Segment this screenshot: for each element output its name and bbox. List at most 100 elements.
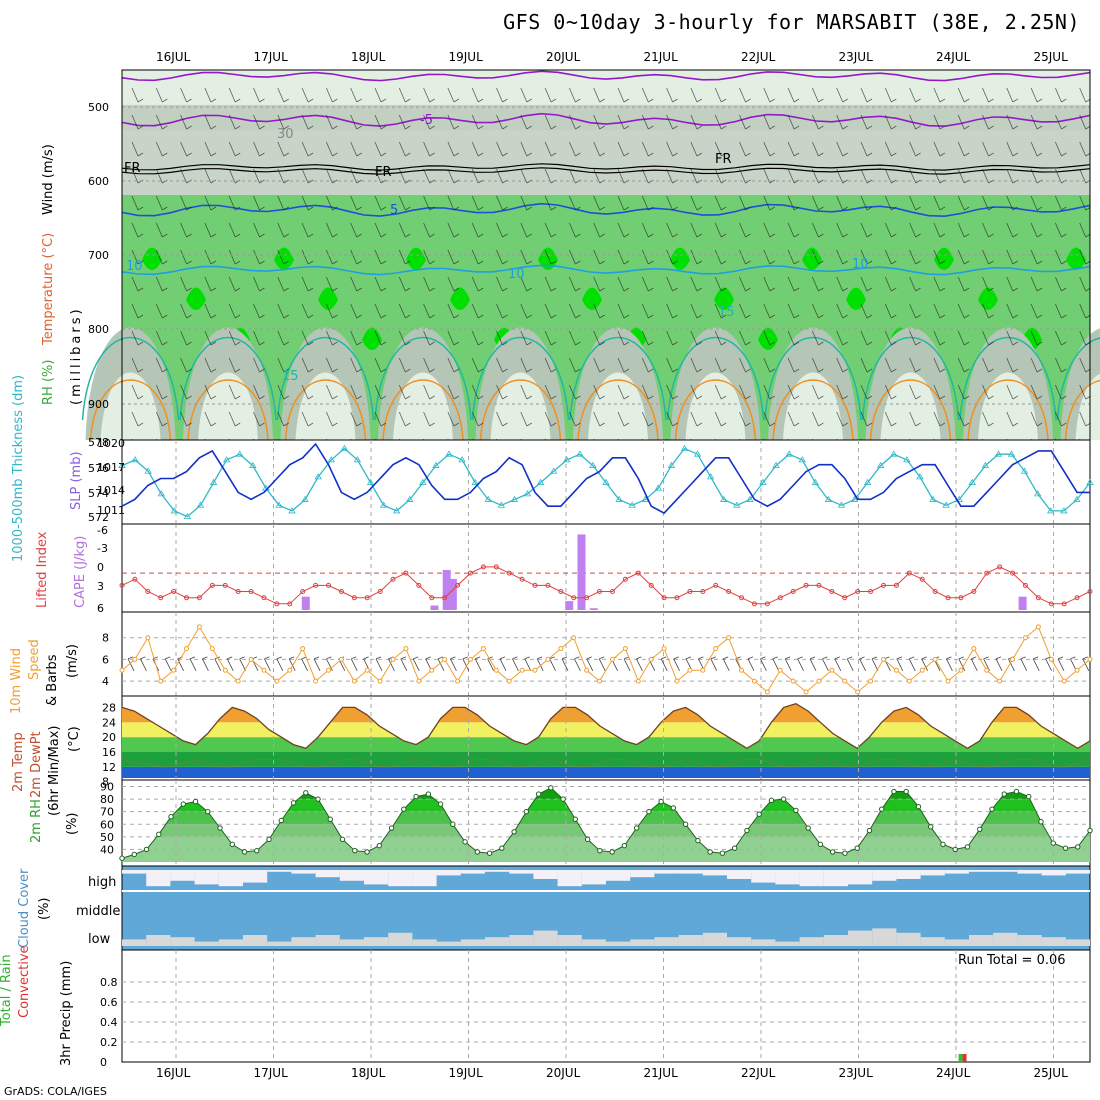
thickness-point bbox=[353, 456, 362, 463]
rh-point bbox=[131, 851, 137, 858]
thickness-point bbox=[720, 495, 728, 502]
cloud-low-bar bbox=[1041, 937, 1066, 946]
cloud-high-bar bbox=[388, 870, 413, 887]
cloud-low-bar bbox=[944, 939, 969, 946]
thickness-point bbox=[497, 501, 506, 508]
lifted-index-point bbox=[442, 595, 448, 601]
cape-frame bbox=[121, 523, 1091, 613]
rh-point bbox=[756, 811, 762, 817]
cloud-ylabels: Cloud Cover (%) bbox=[17, 868, 52, 948]
lifted-index-point bbox=[519, 576, 525, 582]
chart-title: GFS 0~10day 3-hourly for MARSABIT (38E, … bbox=[503, 10, 1080, 34]
cape-bar bbox=[565, 601, 574, 610]
thickness-point bbox=[811, 478, 820, 485]
lifted-index-point bbox=[261, 595, 267, 601]
contour-label: 30 bbox=[277, 127, 294, 142]
lifted-index-point bbox=[945, 595, 951, 601]
rh-tick: 70 bbox=[100, 806, 114, 819]
date-label-top: 17JUL bbox=[254, 50, 289, 64]
rh-point bbox=[928, 824, 934, 830]
thickness-point bbox=[785, 450, 793, 457]
slp-line bbox=[121, 442, 1090, 515]
cloud-low-bar bbox=[194, 941, 219, 946]
lifted-tick: 3 bbox=[97, 580, 104, 593]
pressure-tick-label: 900 bbox=[88, 398, 109, 411]
cloud-low-bar bbox=[315, 935, 340, 946]
rh-point bbox=[523, 808, 530, 815]
wind-speed-point bbox=[300, 646, 306, 652]
ylabel-rh: RH (%) bbox=[41, 360, 56, 405]
dry-hump-inner bbox=[685, 372, 746, 440]
rh-point bbox=[413, 793, 419, 800]
rh-point bbox=[842, 850, 848, 856]
temp-contour-25 bbox=[577, 379, 659, 441]
lifted-index-point bbox=[713, 582, 719, 588]
cape-bar bbox=[448, 578, 457, 610]
date-label-bottom: 19JUL bbox=[449, 1066, 484, 1080]
cloud-high-bar bbox=[702, 870, 727, 876]
temp-contour-25 bbox=[674, 379, 757, 441]
slp-tick: 1014 bbox=[97, 484, 125, 497]
slp-tick: 1017 bbox=[97, 461, 125, 474]
thickness-point bbox=[1073, 495, 1081, 502]
cloud-divider bbox=[122, 890, 1090, 892]
lifted-index-point bbox=[313, 582, 319, 588]
cape-bar bbox=[442, 570, 451, 610]
cloud-low-bar bbox=[654, 937, 679, 946]
thickness-point bbox=[1007, 450, 1016, 457]
thickness-tick: 574 bbox=[88, 487, 109, 500]
cloud-high-bar bbox=[267, 870, 292, 872]
rh-point bbox=[156, 831, 162, 838]
ylabel-temp-3: (6hr Min/Max) bbox=[47, 726, 62, 816]
temp-contour-25 bbox=[89, 379, 172, 441]
thickness-point bbox=[406, 495, 414, 502]
thickness-point bbox=[419, 478, 427, 485]
cloud-low-bar bbox=[170, 937, 195, 946]
lifted-index-line bbox=[121, 566, 1091, 605]
temp-contour-15 bbox=[471, 336, 570, 421]
cloud-high-bar bbox=[557, 870, 582, 887]
surface-wind-barbs bbox=[127, 656, 1090, 672]
cloud-high-bar bbox=[1017, 870, 1042, 874]
thickness-point bbox=[916, 473, 924, 480]
wind-speed-point bbox=[403, 646, 409, 652]
cloud-high-bar bbox=[993, 870, 1018, 872]
temp-contour-15 bbox=[81, 336, 180, 421]
thickness-point bbox=[314, 473, 322, 480]
wind-speed-point bbox=[726, 635, 732, 641]
wind-speed-point bbox=[326, 667, 332, 673]
rh-point bbox=[535, 791, 542, 797]
dry-hump-inner bbox=[198, 372, 258, 440]
cloud-level-label: high bbox=[88, 875, 116, 890]
cloud-high-bar bbox=[630, 870, 655, 878]
rh-point bbox=[303, 790, 309, 796]
dry-hump-inner bbox=[588, 372, 648, 440]
wind-speed-point bbox=[1010, 656, 1016, 662]
lifted-index-point bbox=[145, 589, 151, 595]
wind-speed-point bbox=[906, 678, 912, 684]
thickness-point bbox=[157, 490, 165, 497]
thickness-point bbox=[628, 501, 636, 508]
thickness-tick: 578 bbox=[88, 436, 109, 449]
lifted-index-point bbox=[326, 582, 332, 588]
wind-tick: 4 bbox=[102, 675, 109, 688]
temp-contour-25 bbox=[284, 379, 367, 441]
cloud-high-bar bbox=[944, 870, 969, 874]
pressure-tick-label: 500 bbox=[88, 101, 109, 114]
ylabel-precip-1: Total / Rain bbox=[0, 954, 14, 1027]
cloud-high-bar bbox=[194, 870, 219, 885]
cloud-low-bar bbox=[823, 935, 848, 946]
precip-run-total: Run Total = 0.06 bbox=[958, 953, 1066, 968]
cloud-high-bar bbox=[727, 870, 752, 879]
lifted-tick: 0 bbox=[97, 561, 104, 574]
rh-point bbox=[805, 825, 811, 831]
wind-speed-point bbox=[868, 678, 874, 684]
cloud-low-bar bbox=[702, 932, 727, 946]
temp-contour-25 bbox=[187, 379, 269, 441]
thickness-point bbox=[170, 507, 179, 514]
lifted-index-point bbox=[751, 601, 757, 607]
cloud-low-bar bbox=[751, 939, 776, 946]
lifted-index-point bbox=[622, 576, 628, 582]
thickness-point bbox=[746, 495, 754, 502]
lifted-index-point bbox=[545, 582, 551, 588]
